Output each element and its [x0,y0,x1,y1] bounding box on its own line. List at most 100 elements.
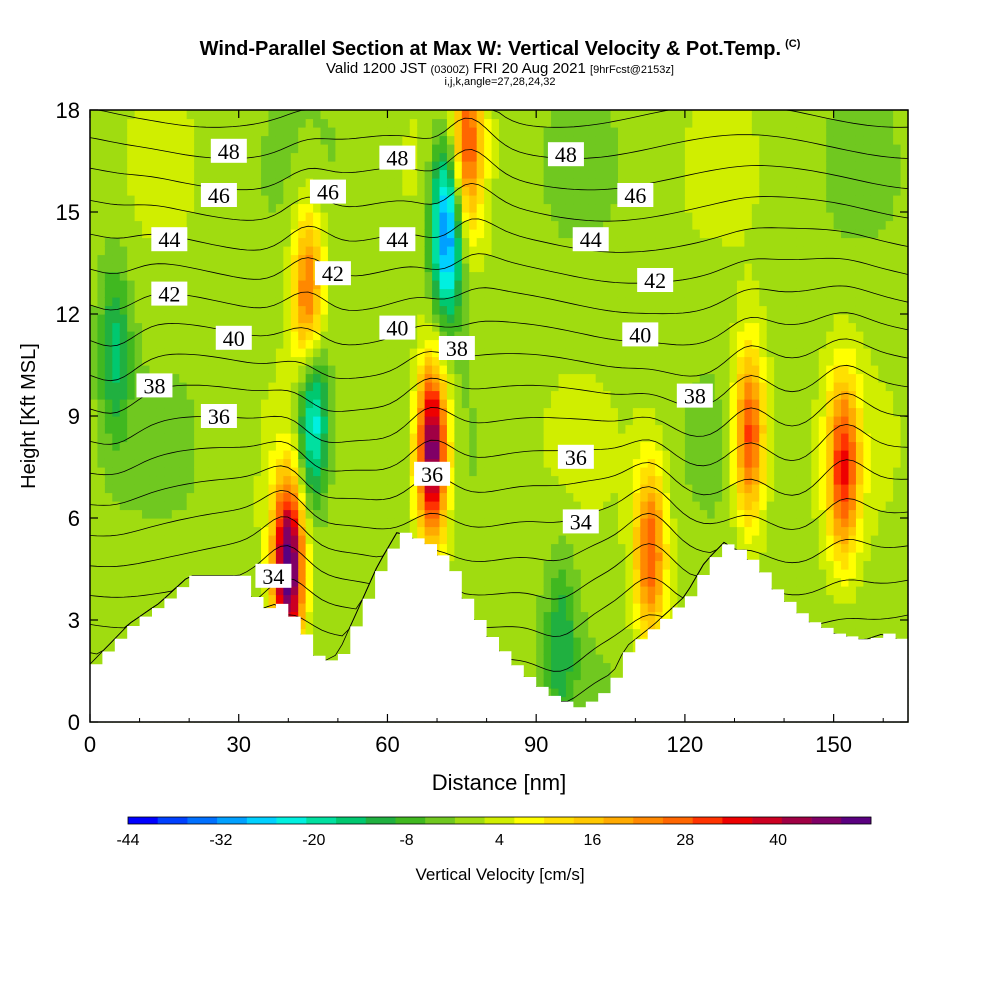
velocity-cell [365,271,374,281]
velocity-cell [387,475,396,485]
velocity-cell [565,620,574,630]
velocity-cell [216,127,225,137]
velocity-cell [476,373,485,383]
velocity-cell [350,552,359,562]
velocity-cell [528,280,537,290]
velocity-cell [171,186,180,196]
velocity-cell [186,569,195,579]
velocity-cell [127,577,136,587]
velocity-cell [327,314,336,324]
velocity-cell [327,458,336,468]
title-units: (C) [785,38,801,51]
velocity-cell [320,254,329,264]
velocity-cell [417,186,426,196]
velocity-cell [476,144,485,154]
velocity-cell [580,365,589,375]
velocity-cell [521,322,530,332]
velocity-cell [104,339,113,349]
velocity-cell [134,620,143,630]
velocity-cell [588,161,597,171]
velocity-cell [327,144,336,154]
velocity-cell [238,169,247,179]
velocity-cell [127,263,136,273]
velocity-cell [104,169,113,179]
velocity-cell [283,229,292,239]
velocity-cell [201,246,210,256]
velocity-cell [499,611,508,621]
velocity-cell [97,203,106,213]
velocity-cell [171,161,180,171]
velocity-cell [90,518,99,528]
velocity-cell [149,110,158,120]
velocity-cell [387,509,396,519]
velocity-cell [223,433,232,443]
velocity-cell [119,186,128,196]
velocity-cell [298,118,307,128]
velocity-cell [275,331,284,341]
velocity-cell [171,390,180,400]
velocity-cell [313,399,322,409]
velocity-cell [588,297,597,307]
velocity-cell [528,356,537,366]
velocity-cell [551,654,560,664]
velocity-cell [142,365,151,375]
velocity-cell [238,220,247,230]
velocity-cell [313,382,322,392]
valid-date: FRI 20 Aug 2021 [473,60,586,77]
velocity-cell [231,297,240,307]
velocity-cell [528,441,537,451]
velocity-cell [112,118,121,128]
velocity-cell [216,263,225,273]
velocity-cell [551,178,560,188]
velocity-cell [461,560,470,570]
velocity-cell [439,331,448,341]
velocity-cell [402,484,411,494]
velocity-cell [186,518,195,528]
velocity-cell [409,195,418,205]
velocity-cell [432,110,441,120]
chart-title-text: Wind-Parallel Section at Max W: Vertical… [199,38,782,60]
velocity-cell [305,118,314,128]
velocity-cell [409,501,418,511]
velocity-cell [342,509,351,519]
velocity-cell [194,144,203,154]
velocity-cell [283,237,292,247]
velocity-cell [551,280,560,290]
velocity-cell [290,450,299,460]
velocity-cell [164,560,173,570]
velocity-cell [216,348,225,358]
velocity-cell [127,467,136,477]
velocity-cell [112,484,121,494]
velocity-cell [387,254,396,264]
velocity-cell [290,603,299,613]
velocity-cell [506,390,515,400]
velocity-cell [223,161,232,171]
velocity-cell [90,416,99,426]
velocity-cell [275,484,284,494]
velocity-cell [603,569,612,579]
velocity-cell [179,535,188,545]
velocity-cell [543,169,552,179]
velocity-cell [402,399,411,409]
velocity-cell [179,186,188,196]
velocity-cell [327,110,336,120]
velocity-cell [387,356,396,366]
velocity-cell [394,484,403,494]
velocity-cell [461,484,470,494]
velocity-cell [253,110,262,120]
velocity-cell [454,288,463,298]
velocity-cell [491,492,500,502]
velocity-cell [171,135,180,145]
velocity-cell [506,365,515,375]
velocity-cell [290,407,299,417]
velocity-cell [238,441,247,451]
velocity-cell [588,288,597,298]
velocity-cell [127,331,136,341]
velocity-cell [424,441,433,451]
velocity-cell [588,110,597,120]
velocity-cell [194,246,203,256]
velocity-cell [298,407,307,417]
velocity-cell [268,118,277,128]
velocity-cell [275,161,284,171]
velocity-cell [461,161,470,171]
